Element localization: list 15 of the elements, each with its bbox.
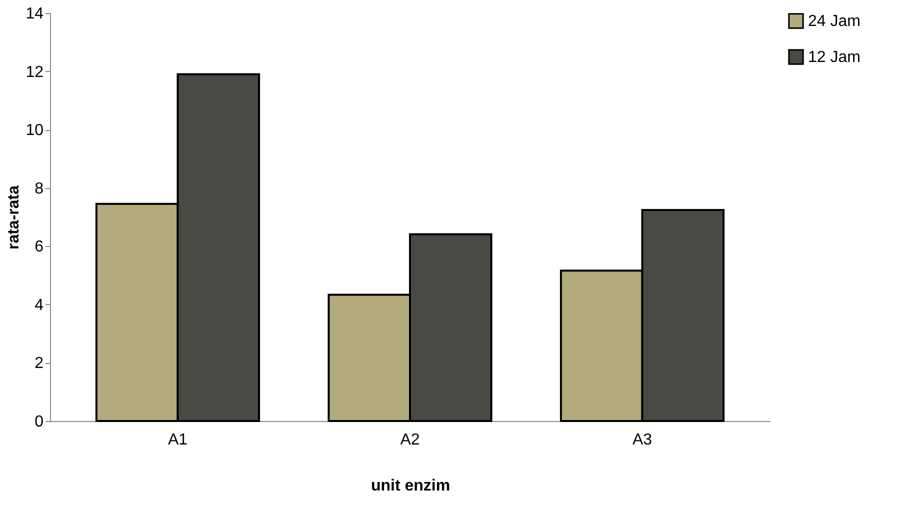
x-tick-label: A1 (168, 432, 188, 448)
y-tick-label: 2 (34, 355, 44, 372)
y-tick-label: 14 (26, 6, 44, 22)
y-axis-title: rata-rata (6, 185, 23, 250)
y-tick-label: 4 (34, 296, 44, 314)
legend-label: 24 Jam (808, 13, 860, 30)
x-tick-label: A3 (632, 432, 652, 448)
x-tick-label: A2 (400, 432, 420, 448)
legend-label: 12 Jam (808, 49, 860, 66)
y-tick-label: 6 (34, 238, 44, 256)
y-tick-label: 12 (26, 64, 44, 81)
y-tick-label: 10 (26, 122, 44, 140)
y-tick-label: 0 (34, 414, 44, 430)
x-axis-title: unit enzim (370, 478, 450, 494)
y-tick-label: 8 (34, 180, 44, 198)
